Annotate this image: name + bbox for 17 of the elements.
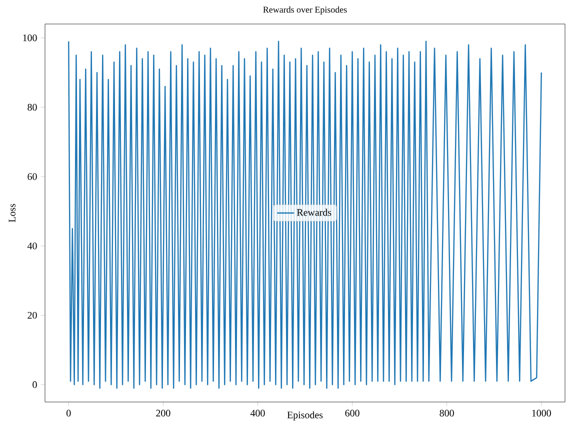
- chart-title: Rewards over Episodes: [263, 6, 347, 14]
- y-tick-label: 60: [28, 173, 37, 180]
- x-axis-title: Episodes: [287, 411, 323, 420]
- x-tick-label: 600: [345, 410, 360, 416]
- y-tick-label: 20: [28, 312, 37, 319]
- legend-label: Rewards: [296, 208, 332, 216]
- x-tick-label: 0: [66, 410, 71, 416]
- y-axis-title: Loss: [8, 204, 16, 222]
- y-tick-label: 100: [23, 34, 37, 42]
- x-tick-label: 400: [250, 410, 265, 416]
- y-tick-label: 0: [32, 381, 37, 388]
- y-tick-label: 40: [27, 242, 37, 250]
- y-tick-label: 80: [28, 104, 37, 111]
- line-series: [68, 40, 542, 389]
- x-tick-label: 800: [440, 410, 454, 416]
- x-tick-label: 1000: [532, 410, 551, 416]
- x-tick-label: 200: [156, 410, 170, 416]
